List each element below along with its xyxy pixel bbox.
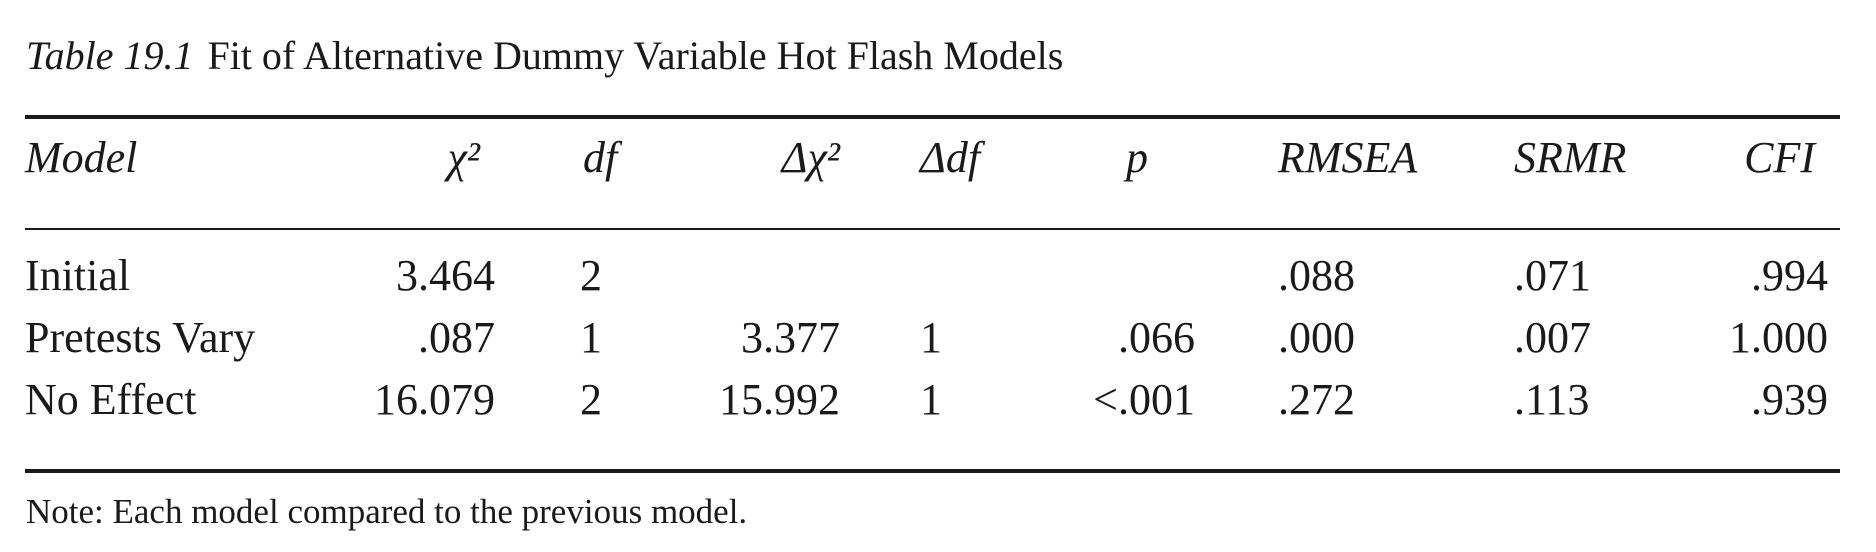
cell-srmr: .071 xyxy=(1514,251,1591,300)
cell-df: 2 xyxy=(580,251,602,300)
cell-chi2: 16.079 xyxy=(374,375,495,424)
cell-p: <.001 xyxy=(1093,375,1195,424)
header-delta-chi2: Δχ² xyxy=(781,133,840,182)
cell-df: 1 xyxy=(580,313,602,362)
cell-cfi: .994 xyxy=(1751,251,1828,300)
cell-chi2: .087 xyxy=(418,313,495,362)
table-caption-title: Fit of Alternative Dummy Variable Hot Fl… xyxy=(207,33,1064,78)
header-srmr: SRMR xyxy=(1514,133,1627,182)
cell-model: Initial xyxy=(25,251,131,300)
table-caption-label: Table 19.1 xyxy=(26,33,194,78)
cell-delta-chi2: 15.992 xyxy=(719,375,840,424)
header-chi2: χ² xyxy=(447,133,480,182)
header-p: p xyxy=(1126,133,1148,182)
cell-rmsea: .272 xyxy=(1278,375,1355,424)
cell-delta-df: 1 xyxy=(920,375,942,424)
cell-rmsea: .088 xyxy=(1278,251,1355,300)
cell-srmr: .113 xyxy=(1514,375,1590,424)
table-note: Note: Each model compared to the previou… xyxy=(26,492,748,531)
cell-chi2: 3.464 xyxy=(396,251,495,300)
cell-delta-df: 1 xyxy=(920,313,942,362)
cell-model: No Effect xyxy=(25,375,197,424)
header-model: Model xyxy=(25,133,138,182)
header-df: df xyxy=(583,133,618,182)
header-cfi: CFI xyxy=(1744,133,1815,182)
table-caption: Table 19.1 Fit of Alternative Dummy Varia… xyxy=(26,28,1063,84)
bottom-rule xyxy=(25,469,1840,473)
cell-srmr: .007 xyxy=(1514,313,1591,362)
cell-rmsea: .000 xyxy=(1278,313,1355,362)
cell-cfi: .939 xyxy=(1751,375,1828,424)
cell-cfi: 1.000 xyxy=(1729,313,1828,362)
header-delta-df: Δdf xyxy=(920,133,981,182)
header-rmsea: RMSEA xyxy=(1278,133,1418,182)
top-rule xyxy=(25,115,1840,119)
cell-p: .066 xyxy=(1118,313,1195,362)
cell-df: 2 xyxy=(580,375,602,424)
cell-delta-chi2: 3.377 xyxy=(741,313,840,362)
cell-model: Pretests Vary xyxy=(25,313,256,362)
header-rule xyxy=(25,228,1840,230)
